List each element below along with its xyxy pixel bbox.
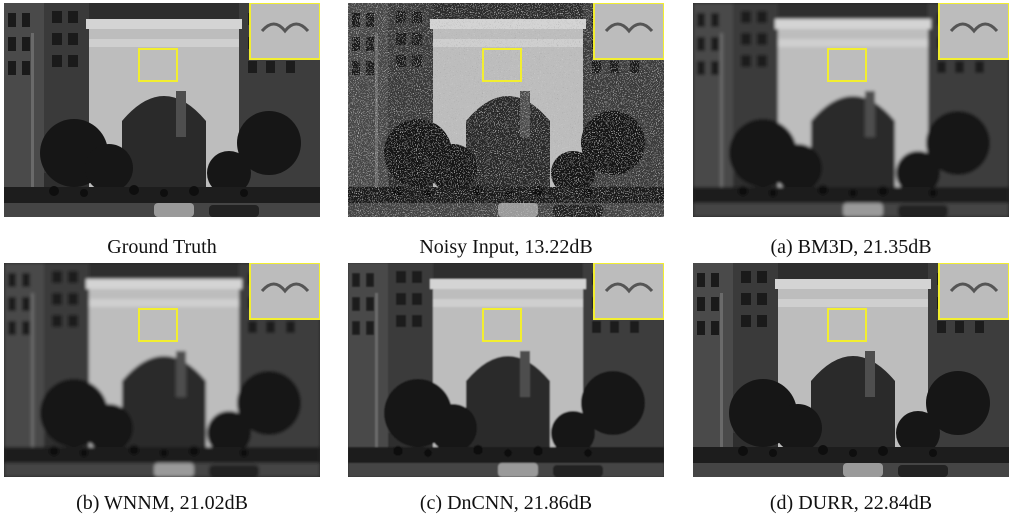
caption-wnnm: (b) WNNM, 21.02dB <box>76 492 248 514</box>
caption-noisy-input: Noisy Input, 13.22dB <box>419 236 593 258</box>
panel-durr <box>693 263 1009 477</box>
panel-bm3d <box>693 3 1009 217</box>
panel-noisy-input <box>348 3 664 217</box>
caption-dncnn: (c) DnCNN, 21.86dB <box>419 492 593 514</box>
panel-wnnm <box>4 263 320 477</box>
caption-bm3d: (a) BM3D, 21.35dB <box>770 236 932 258</box>
panel-ground-truth <box>4 3 320 217</box>
panel-dncnn <box>348 263 664 477</box>
caption-ground-truth: Ground Truth <box>107 236 217 258</box>
caption-durr: (d) DURR, 22.84dB <box>769 492 933 514</box>
